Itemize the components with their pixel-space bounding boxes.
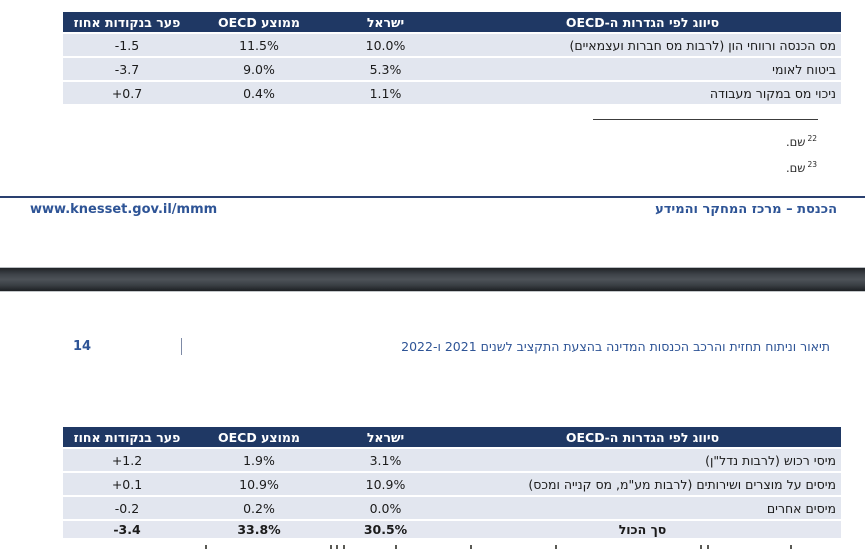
gap-value: +0.7: [63, 82, 191, 104]
tax-comparison-table-property: סיווג לפי הגדרות ה-OECD ישראל ממוצע OECD…: [63, 425, 841, 540]
footer-rule: [0, 196, 865, 198]
gap-value: +1.2: [63, 449, 191, 471]
classification-cell: מיסים אחרים: [444, 497, 841, 519]
classification-cell: מס הכנסה ורווחי הון (לרבות מס חברות ועצמ…: [444, 34, 841, 56]
col-header-gap: פער בנקודות אחוז: [63, 12, 191, 32]
total-oecd-avg-value: 33.8%: [191, 521, 327, 538]
running-title: תיאור וניתוח תחזית והרכב הכנסות המדינה ב…: [401, 339, 830, 354]
israel-value: 5.3%: [327, 58, 444, 80]
table-row: מיסים אחרים 0.0% 0.2% -0.2: [63, 497, 841, 519]
tax-comparison-table-income: סיווג לפי הגדרות ה-OECD ישראל ממוצע OECD…: [63, 10, 841, 106]
israel-value: 10.0%: [327, 34, 444, 56]
page-gap-bar: [0, 267, 865, 292]
table-row: ניכוי מס במקור מעבודה 1.1% 0.4% +0.7: [63, 82, 841, 104]
table-row: מס הכנסה ורווחי הון (לרבות מס חברות ועצמ…: [63, 34, 841, 56]
table-header-row: סיווג לפי הגדרות ה-OECD ישראל ממוצע OECD…: [63, 12, 841, 32]
classification-cell: ביטוח לאומי: [444, 58, 841, 80]
israel-value: 10.9%: [327, 473, 444, 495]
clipped-text-top-edge: [140, 545, 800, 550]
footnote-marker: 22: [807, 134, 817, 143]
footnote-marker: 23: [807, 160, 817, 169]
table-row: מיסי רכוש (לרבות נדל"ן) 3.1% 1.9% +1.2: [63, 449, 841, 471]
classification-cell: ניכוי מס במקור מעבודה: [444, 82, 841, 104]
table-total-row: סך הכול 30.5% 33.8% -3.4: [63, 521, 841, 538]
header-separator-bar: [181, 338, 182, 355]
total-label: סך הכול: [444, 521, 841, 538]
israel-value: 1.1%: [327, 82, 444, 104]
col-header-oecd-average: ממוצע OECD: [191, 12, 327, 32]
israel-value: 3.1%: [327, 449, 444, 471]
footnote-separator-line: [593, 119, 818, 120]
oecd-avg-value: 0.2%: [191, 497, 327, 519]
table-header-row: סיווג לפי הגדרות ה-OECD ישראל ממוצע OECD…: [63, 427, 841, 447]
col-header-classification: סיווג לפי הגדרות ה-OECD: [444, 12, 841, 32]
footnote-text: שם.: [786, 160, 806, 175]
page-number: 14: [73, 339, 92, 354]
oecd-avg-value: 10.9%: [191, 473, 327, 495]
oecd-avg-value: 1.9%: [191, 449, 327, 471]
total-israel-value: 30.5%: [327, 521, 444, 538]
col-header-gap: פער בנקודות אחוז: [63, 427, 191, 447]
gap-value: -1.5: [63, 34, 191, 56]
footnote: 22שם.: [786, 134, 817, 149]
footer-url-link[interactable]: www.knesset.gov.il/mmm: [30, 202, 218, 217]
table-row: ביטוח לאומי 5.3% 9.0% -3.7: [63, 58, 841, 80]
col-header-classification: סיווג לפי הגדרות ה-OECD: [444, 427, 841, 447]
oecd-avg-value: 9.0%: [191, 58, 327, 80]
gap-value: +0.1: [63, 473, 191, 495]
col-header-israel: ישראל: [327, 427, 444, 447]
gap-value: -3.7: [63, 58, 191, 80]
israel-value: 0.0%: [327, 497, 444, 519]
total-gap-value: -3.4: [63, 521, 191, 538]
classification-cell: מיסי רכוש (לרבות נדל"ן): [444, 449, 841, 471]
oecd-avg-value: 0.4%: [191, 82, 327, 104]
footer-org-label: הכנסת – מרכז המחקר והמידע: [655, 202, 837, 217]
col-header-oecd-average: ממוצע OECD: [191, 427, 327, 447]
oecd-avg-value: 11.5%: [191, 34, 327, 56]
table-row: מיסים על מוצרים ושירותים (לרבות מע"מ, מס…: [63, 473, 841, 495]
gap-value: -0.2: [63, 497, 191, 519]
footnote: 23שם.: [786, 160, 817, 175]
classification-cell: מיסים על מוצרים ושירותים (לרבות מע"מ, מס…: [444, 473, 841, 495]
footnote-text: שם.: [786, 134, 806, 149]
col-header-israel: ישראל: [327, 12, 444, 32]
